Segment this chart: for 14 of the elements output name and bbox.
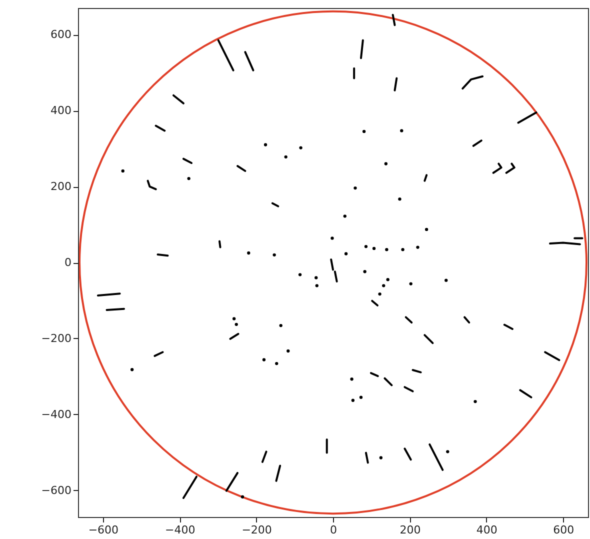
x-tick-label: 200	[400, 524, 421, 536]
y-tick-label: 0	[64, 256, 72, 269]
y-tick-label: −200	[41, 332, 72, 345]
x-tick-label: −200	[242, 524, 272, 536]
y-tick-label: 600	[50, 28, 72, 42]
y-tick-label: −600	[41, 484, 72, 497]
x-tick-label: −400	[165, 524, 196, 536]
x-tick-label: 400	[476, 524, 498, 536]
x-tick-label: 600	[553, 524, 574, 536]
y-tick-label: 200	[50, 180, 72, 194]
y-tick-label: −400	[41, 408, 72, 421]
x-tick-label: 0	[330, 524, 337, 536]
y-tick-label: 400	[50, 104, 72, 118]
x-tick-label: −600	[88, 524, 119, 536]
